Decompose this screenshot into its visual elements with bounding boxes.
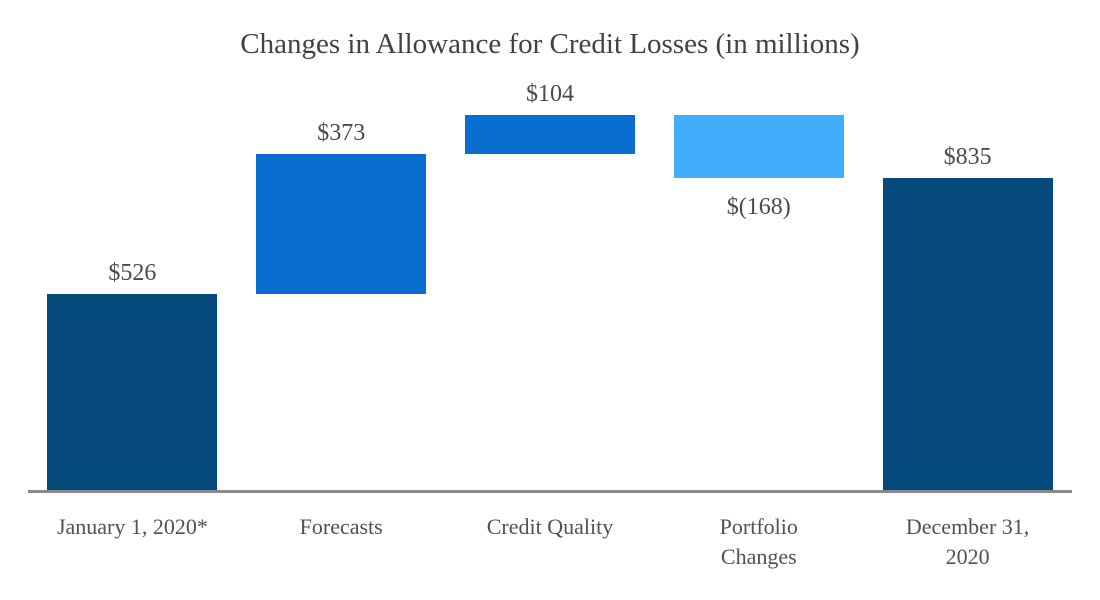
x-axis-label: December 31, 2020: [905, 514, 1030, 569]
chart-title: Changes in Allowance for Credit Losses (…: [240, 28, 860, 60]
x-axis-label: Forecasts: [299, 514, 383, 539]
bar-value-label: $835: [943, 143, 992, 170]
x-axis-line: [28, 490, 1072, 493]
waterfall-bar-4: [673, 114, 844, 178]
bar-value-label: $373: [317, 119, 366, 146]
waterfall-bar-2: [256, 153, 427, 294]
bar-value-label: $526: [108, 259, 157, 286]
waterfall-bar-1: [47, 293, 218, 491]
waterfall-bar-3: [465, 114, 635, 154]
bar-value-label: $104: [525, 80, 574, 107]
x-axis-label: January 1, 2020*: [56, 514, 208, 539]
x-axis-label: Credit Quality: [486, 514, 614, 539]
bar-value-label: $(168): [726, 193, 791, 220]
x-axis-label: Portfolio Changes: [719, 514, 798, 569]
waterfall-bar-5: [882, 177, 1053, 491]
